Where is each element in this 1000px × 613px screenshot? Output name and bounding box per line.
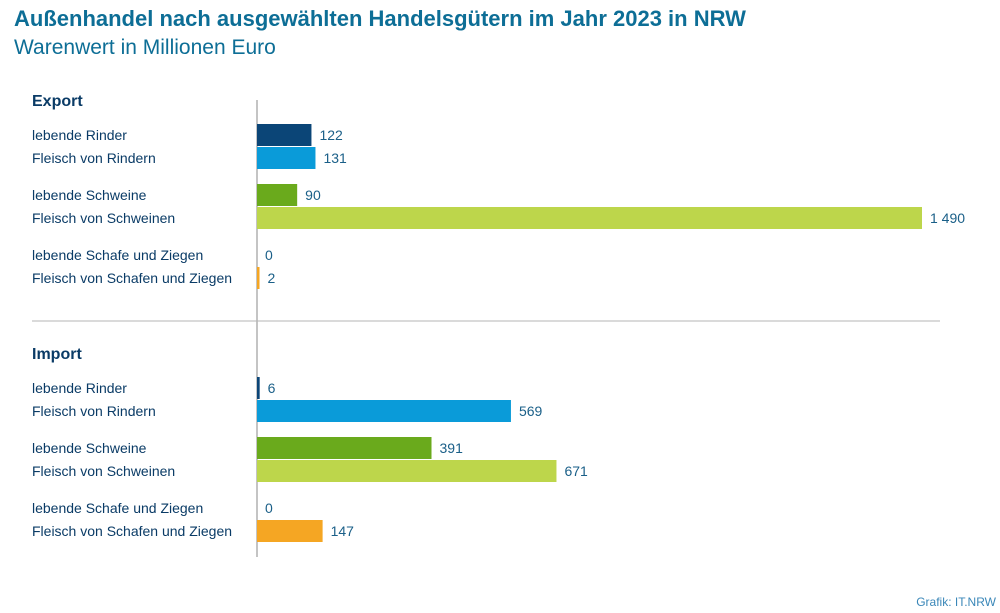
value-label-export-lebende-rinder: 122 <box>319 127 343 143</box>
chart-subtitle: Warenwert in Millionen Euro <box>14 36 276 59</box>
category-label-export-fleisch-von-schweinen: Fleisch von Schweinen <box>32 210 175 226</box>
value-label-import-lebende-schweine: 391 <box>440 440 464 456</box>
value-label-import-lebende-rinder: 6 <box>268 380 276 396</box>
section-label-export: Export <box>32 93 83 110</box>
bar-export-lebende-schweine <box>257 184 298 206</box>
bar-import-fleisch-von-schafen-und-ziegen <box>257 520 323 542</box>
category-label-export-fleisch-von-rindern: Fleisch von Rindern <box>32 150 156 166</box>
section-label-import: Import <box>32 346 82 363</box>
bar-import-lebende-schweine <box>257 437 432 459</box>
category-label-import-lebende-schweine: lebende Schweine <box>32 440 147 456</box>
category-label-import-fleisch-von-rindern: Fleisch von Rindern <box>32 403 156 419</box>
category-label-import-fleisch-von-schweinen: Fleisch von Schweinen <box>32 463 175 479</box>
value-label-export-lebende-schafe-und-ziegen: 0 <box>265 247 273 263</box>
value-label-export-fleisch-von-rindern: 131 <box>323 150 347 166</box>
value-label-import-lebende-schafe-und-ziegen: 0 <box>265 500 273 516</box>
category-label-export-lebende-rinder: lebende Rinder <box>32 127 127 143</box>
category-label-import-fleisch-von-schafen-und-ziegen: Fleisch von Schafen und Ziegen <box>32 523 232 539</box>
category-label-import-lebende-schafe-und-ziegen: lebende Schafe und Ziegen <box>32 500 203 516</box>
value-label-import-fleisch-von-rindern: 569 <box>519 403 543 419</box>
category-label-export-lebende-schweine: lebende Schweine <box>32 187 147 203</box>
value-label-export-lebende-schweine: 90 <box>305 187 321 203</box>
source-credit: Grafik: IT.NRW <box>916 595 996 609</box>
value-label-import-fleisch-von-schafen-und-ziegen: 147 <box>331 523 355 539</box>
value-label-export-fleisch-von-schafen-und-ziegen: 2 <box>268 270 276 286</box>
bar-export-fleisch-von-rindern <box>257 147 316 169</box>
value-label-import-fleisch-von-schweinen: 671 <box>564 463 588 479</box>
bar-export-lebende-rinder <box>257 124 312 146</box>
bar-import-fleisch-von-schweinen <box>257 460 557 482</box>
category-label-import-lebende-rinder: lebende Rinder <box>32 380 127 396</box>
chart-title: Außenhandel nach ausgewählten Handelsgüt… <box>14 6 746 31</box>
category-label-export-fleisch-von-schafen-und-ziegen: Fleisch von Schafen und Ziegen <box>32 270 232 286</box>
bar-export-fleisch-von-schweinen <box>257 207 922 229</box>
category-label-export-lebende-schafe-und-ziegen: lebende Schafe und Ziegen <box>32 247 203 263</box>
bar-import-fleisch-von-rindern <box>257 400 511 422</box>
bar-export-fleisch-von-schafen-und-ziegen <box>257 267 260 289</box>
bar-import-lebende-rinder <box>257 377 260 399</box>
value-label-export-fleisch-von-schweinen: 1 490 <box>930 210 965 226</box>
